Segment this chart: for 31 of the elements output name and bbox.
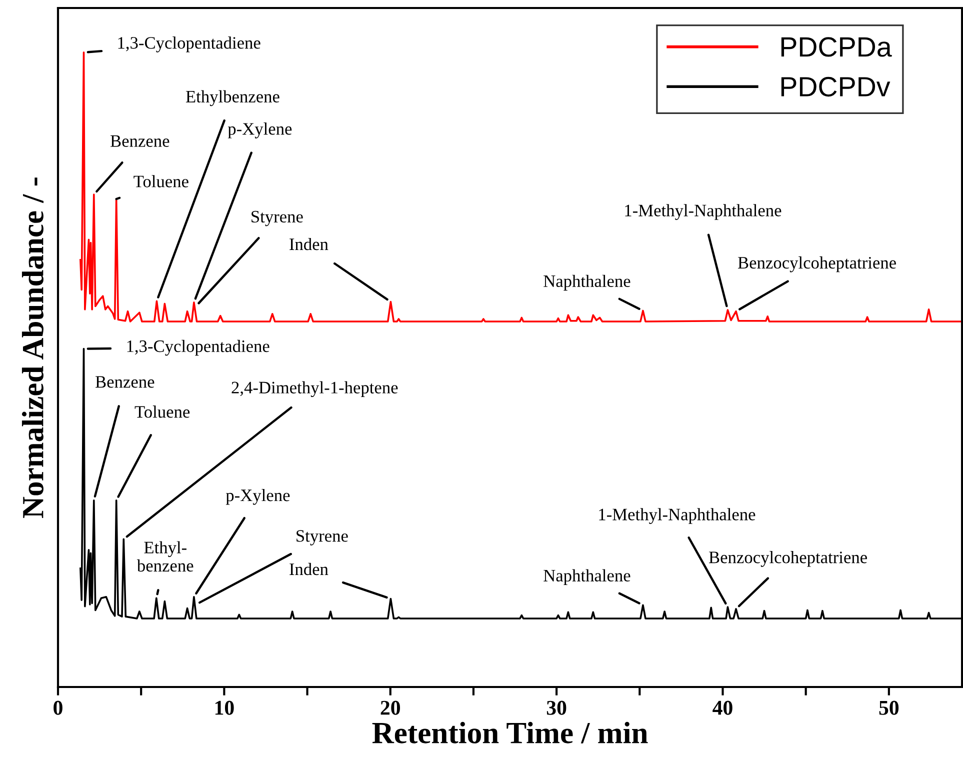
annotation: 1-Methyl-Naphthalene bbox=[599, 508, 756, 524]
annotation: 2,4-Dimethyl-1-heptene bbox=[232, 381, 398, 398]
x-tick-label: 20 bbox=[380, 700, 400, 715]
y-axis-title: Normalized Abundance / - bbox=[22, 178, 44, 518]
annotation: Benzocylcoheptatriene bbox=[708, 551, 867, 567]
annotation: Naphthalene bbox=[544, 569, 630, 586]
annotation: 1,3-Cyclopentadiene bbox=[127, 340, 270, 356]
annotation: Toluene bbox=[134, 175, 188, 188]
annotation: Naphthalene bbox=[544, 274, 630, 291]
annotation: Ethyl- benzene bbox=[136, 541, 194, 572]
annotation: 1-Methyl-Naphthalene bbox=[625, 204, 782, 220]
legend-label: PDCPDa bbox=[781, 37, 892, 57]
annotation: 1,3-Cyclopentadiene bbox=[118, 36, 260, 52]
x-tick-label: 30 bbox=[546, 700, 566, 715]
x-tick-label: 0 bbox=[54, 700, 62, 715]
annotation: Inden bbox=[290, 238, 328, 250]
legend-label: PDCPDv bbox=[781, 76, 890, 97]
annotation: Benzene bbox=[96, 376, 154, 388]
annotation: Benzocylcoheptatriene bbox=[738, 256, 896, 272]
annotation: p-Xylene bbox=[228, 122, 292, 138]
x-axis-title: Retention Time / min bbox=[372, 722, 648, 744]
x-tick-label: 50 bbox=[879, 700, 899, 715]
annotation: Styrene bbox=[296, 530, 348, 546]
annotation: Inden bbox=[290, 562, 328, 576]
annotation: Toluene bbox=[134, 406, 190, 418]
annotation: Benzene bbox=[110, 135, 170, 147]
annotation: p-Xylene bbox=[226, 488, 290, 505]
x-tick-label: 40 bbox=[712, 700, 732, 715]
annotation: Ethylbenzene bbox=[186, 90, 280, 106]
x-tick-label: 10 bbox=[215, 700, 234, 715]
annotation: Styrene bbox=[252, 210, 303, 226]
